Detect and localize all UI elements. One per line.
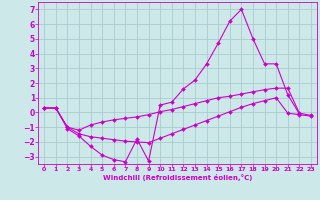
X-axis label: Windchill (Refroidissement éolien,°C): Windchill (Refroidissement éolien,°C) [103, 174, 252, 181]
